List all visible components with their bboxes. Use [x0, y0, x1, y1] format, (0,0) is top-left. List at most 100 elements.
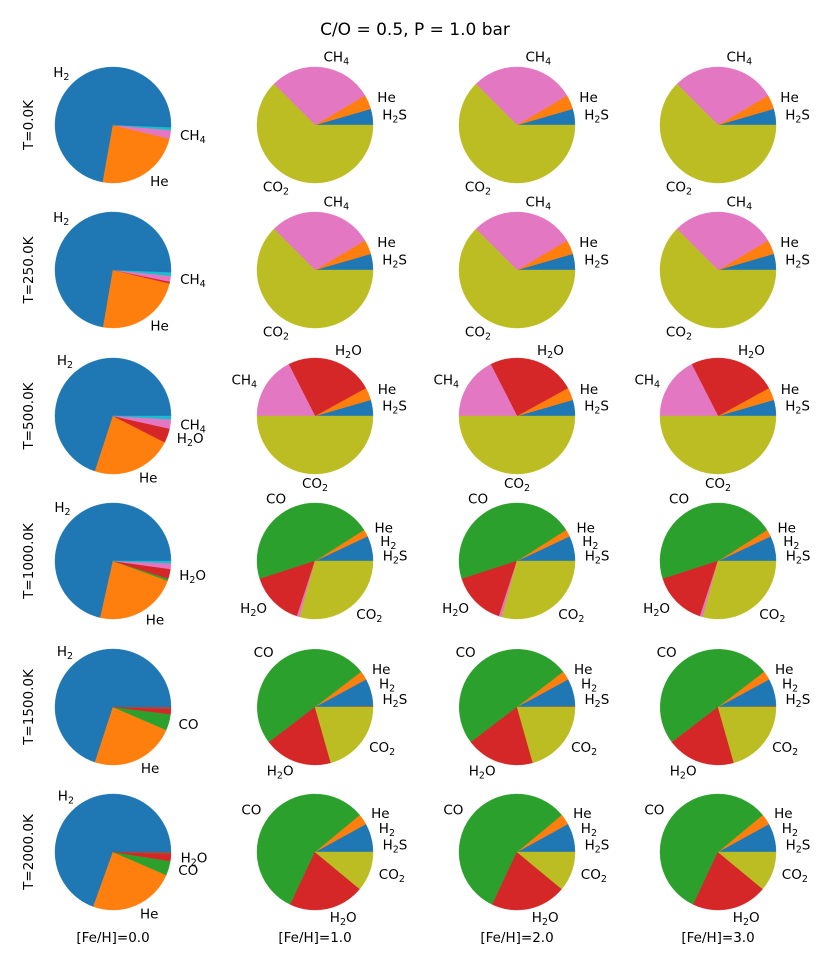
- slice-label-h2o-r3-c2: H2O: [442, 601, 469, 619]
- slice-label-h2-r5-c1: H2: [379, 821, 395, 839]
- pie-slice-co2-r3-c1-6: [299, 560, 374, 620]
- pie-slice-h2-r3-c0-0: [54, 502, 172, 618]
- slice-label-h2s-r3-c3: H2S: [786, 549, 811, 567]
- slice-label-h2o-r5-c1: H2O: [330, 910, 357, 928]
- pie-slice-co2-r2-c3-4: [659, 415, 777, 475]
- slice-label-he-r2-c0: He: [139, 471, 157, 487]
- pie-slice-h2-r0-c0-0: [54, 66, 172, 183]
- pie-slice-h2o-r2-c2-2: [490, 357, 569, 417]
- pie-slice-h2-r4-c0-0: [54, 648, 172, 763]
- slice-label-he-r5-c1: He: [371, 806, 389, 822]
- slice-label-co-r4-c2: CO: [456, 645, 476, 661]
- slice-label-he-r2-c1: He: [378, 382, 396, 398]
- pie-slice-co-r4-c2-4: [459, 649, 564, 743]
- pie-slice-co2-r3-c3-6: [702, 560, 777, 620]
- slice-label-ch4-r1-c1: CH4: [324, 195, 350, 213]
- slice-label-co2-r0-c3: CO2: [666, 180, 692, 198]
- slice-label-h2o-r2-c1: H2O: [335, 343, 362, 361]
- slice-label-he-r0-c1: He: [377, 90, 395, 106]
- slice-label-h2s-r1-c1: H2S: [382, 252, 407, 270]
- slice-label-co-r5-c1: CO: [241, 802, 261, 818]
- slice-label-h2-r1-c0: H2: [53, 210, 69, 228]
- pie-slice-co2-r4-c3-6: [717, 706, 777, 764]
- row-label-2: T=500.0K: [21, 381, 37, 450]
- pie-slice-co2-r5-c3-5: [717, 851, 777, 890]
- slice-label-h2-r5-c3: H2: [782, 821, 798, 839]
- pie-slice-co-r4-c1-4: [257, 649, 362, 743]
- slice-label-co-r5-c3: CO: [644, 802, 664, 818]
- slice-label-he-r1-c3: He: [780, 235, 798, 251]
- slice-label-co2-r4-c3: CO2: [772, 740, 798, 758]
- pie-slice-ch4-r2-c1-3: [256, 364, 316, 417]
- pie-slice-co-r5-c1-3: [256, 793, 360, 905]
- slice-label-h2s-r5-c2: H2S: [585, 838, 610, 856]
- pie-r1-c0: H2 He CH4: [53, 210, 206, 335]
- pie-slice-co2-r2-c2-4: [458, 415, 576, 475]
- pie-slice-h2o-r2-c3-2: [691, 357, 770, 417]
- pie-slice-h2o-r3-c3-4: [662, 560, 719, 617]
- slice-label-he-r3-c1: He: [375, 520, 393, 536]
- slice-label-co2-r5-c1: CO2: [379, 867, 405, 885]
- slice-label-ch4-r2-c0: CH4: [180, 417, 206, 435]
- slice-label-he-r0-c3: He: [780, 90, 798, 106]
- pie-slice-he-r4-c0-1: [94, 706, 167, 766]
- pie-slice-co-r3-c1-3: [256, 502, 365, 580]
- pie-slice-h2-r5-c0-0: [54, 793, 172, 907]
- slice-label-h2-r4-c2: H2: [581, 676, 597, 694]
- slice-label-co2-r2-c1: CO2: [302, 476, 328, 494]
- slice-label-h2o-r3-c3: H2O: [643, 601, 670, 619]
- pie-slice-h2-r2-c0-0: [54, 357, 172, 472]
- pie-slice-co2-r1-c1-3: [256, 228, 374, 329]
- slice-label-co-r4-c0: CO: [179, 717, 199, 733]
- slice-label-ch4-r1-c0: CH4: [180, 272, 206, 290]
- slice-label-h2s-r0-c3: H2S: [785, 107, 810, 125]
- slice-label-he-r4-c2: He: [574, 662, 592, 678]
- col-label-2: [Fe/H]=2.0: [480, 930, 553, 946]
- slice-label-ch4-r0-c2: CH4: [526, 50, 552, 67]
- slice-label-co2-r1-c2: CO2: [465, 325, 491, 343]
- pie-slice-co-r3-c2-3: [458, 502, 567, 580]
- pie-slice-co2-r4-c2-6: [516, 706, 576, 764]
- pie-slice-co2-r1-c3-3: [659, 228, 777, 329]
- slice-label-he-r4-c0: He: [141, 761, 159, 777]
- pie-slice-ch4-r2-c2-3: [458, 364, 518, 417]
- slice-label-ch4-r0-c1: CH4: [324, 50, 350, 67]
- pie-slice-he-r2-c0-1: [94, 415, 165, 475]
- slice-label-h2s-r2-c3: H2S: [785, 398, 810, 416]
- pie-slice-he-r1-c0-1: [102, 269, 170, 329]
- slice-label-h2-r5-c2: H2: [581, 821, 597, 839]
- slice-label-ch4-r0-c3: CH4: [727, 50, 753, 67]
- slice-label-he-r5-c2: He: [573, 806, 591, 822]
- slice-label-co2-r5-c3: CO2: [782, 867, 808, 885]
- slice-label-h2s-r0-c1: H2S: [382, 107, 407, 125]
- slice-label-he-r1-c0: He: [150, 319, 168, 335]
- slice-label-co2-r0-c2: CO2: [465, 180, 491, 198]
- pie-slice-co-r3-c3-3: [659, 502, 768, 580]
- slice-label-h2o-r5-c3: H2O: [733, 910, 760, 928]
- slice-label-h2-r4-c1: H2: [379, 676, 395, 694]
- slice-label-h2-r3-c2: H2: [582, 534, 598, 552]
- pie-slice-co2-r2-c1-4: [256, 415, 374, 475]
- slice-label-h2s-r1-c2: H2S: [584, 252, 609, 270]
- pie-slice-other-r3-c0-5: [112, 560, 172, 564]
- pie-slice-co2-r5-c2-5: [516, 851, 576, 890]
- slice-label-h2o-r2-c3: H2O: [738, 343, 765, 361]
- pie-slice-h2o-r5-c1-4: [290, 851, 360, 911]
- slice-label-co-r4-c3: CO: [657, 645, 677, 661]
- col-label-0: [Fe/H]=0.0: [76, 930, 149, 946]
- pie-r3-c0: H2 He H2O: [54, 500, 206, 629]
- slice-label-h2s-r5-c3: H2S: [786, 838, 811, 856]
- slice-label-he-r0-c0: He: [150, 174, 168, 190]
- pie-slice-co-r5-c3-3: [659, 793, 763, 905]
- slice-label-he-r0-c2: He: [579, 90, 597, 106]
